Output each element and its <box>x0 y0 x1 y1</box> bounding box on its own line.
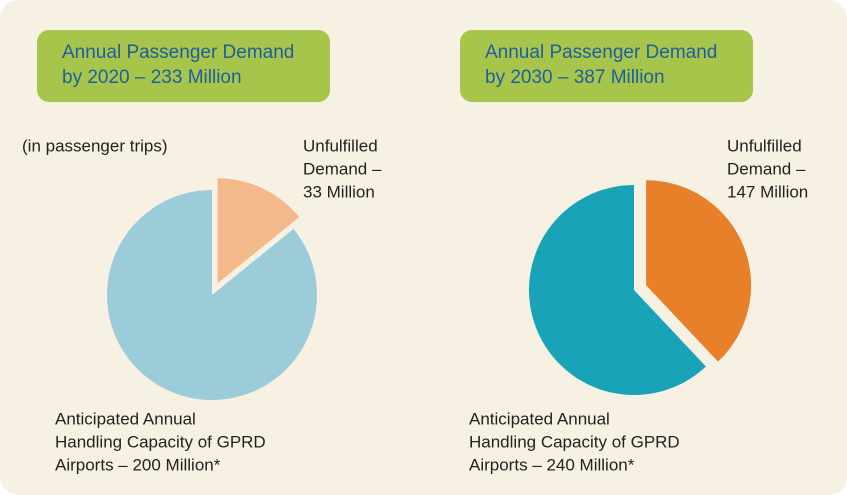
chart-subtitle: (in passenger trips) <box>22 136 168 155</box>
title-box <box>460 30 753 102</box>
chart-title: by 2030 – 387 Million <box>485 67 665 88</box>
slice-label: Unfulfilled <box>727 136 802 155</box>
chart-title: Annual Passenger Demand <box>62 42 294 63</box>
slice-label: Airports – 200 Million* <box>55 455 221 474</box>
slice-label: Demand – <box>727 159 806 178</box>
pie-slice <box>106 190 317 400</box>
slice-label: Anticipated Annual <box>55 409 196 428</box>
chart-title: Annual Passenger Demand <box>485 42 717 63</box>
slice-label: Airports – 240 Million* <box>469 455 635 474</box>
slice-label: Anticipated Annual <box>469 409 610 428</box>
slice-label: Handling Capacity of GPRD <box>55 432 266 451</box>
pie-slice <box>646 180 752 362</box>
chart-title: by 2020 – 233 Million <box>62 67 242 88</box>
slice-label: 33 Million <box>303 182 375 201</box>
pie-slice <box>217 178 300 284</box>
slice-label: Demand – <box>303 159 382 178</box>
slice-label: 147 Million <box>727 182 808 201</box>
slice-label: Handling Capacity of GPRD <box>469 432 680 451</box>
title-box <box>37 30 330 102</box>
slice-label: Unfulfilled <box>303 136 378 155</box>
pie-slice <box>529 185 706 395</box>
